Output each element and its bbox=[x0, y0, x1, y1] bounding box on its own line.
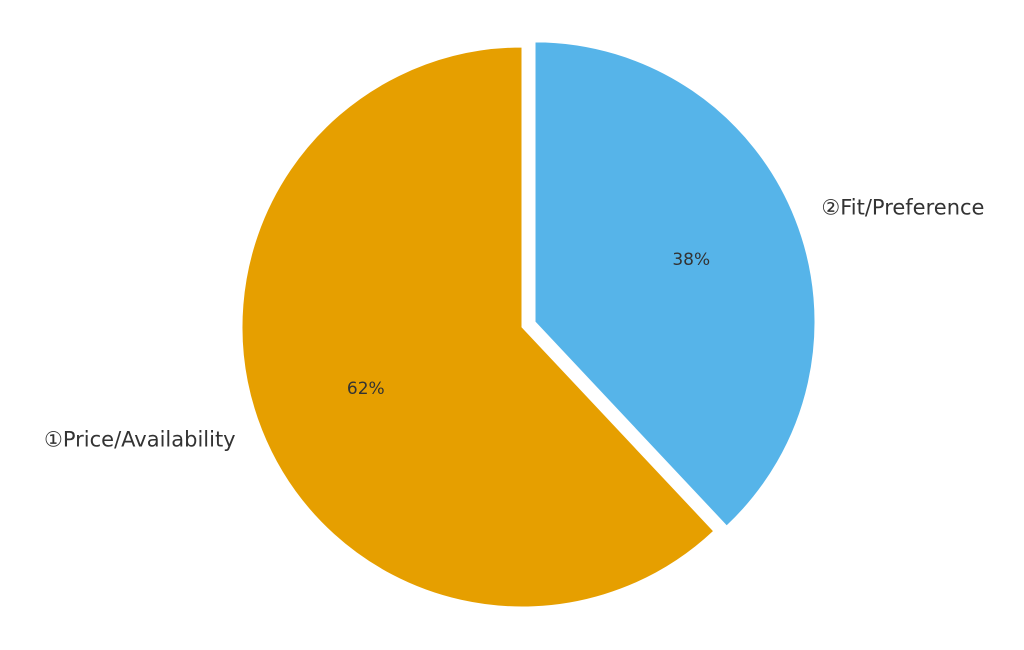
value-label: 38% bbox=[672, 250, 710, 270]
category-label: ①Price/Availability bbox=[44, 427, 236, 451]
value-label: 62% bbox=[347, 379, 385, 399]
category-label: ②Fit/Preference bbox=[821, 195, 984, 219]
pie-slice bbox=[241, 46, 715, 608]
pie-slice bbox=[534, 41, 816, 527]
